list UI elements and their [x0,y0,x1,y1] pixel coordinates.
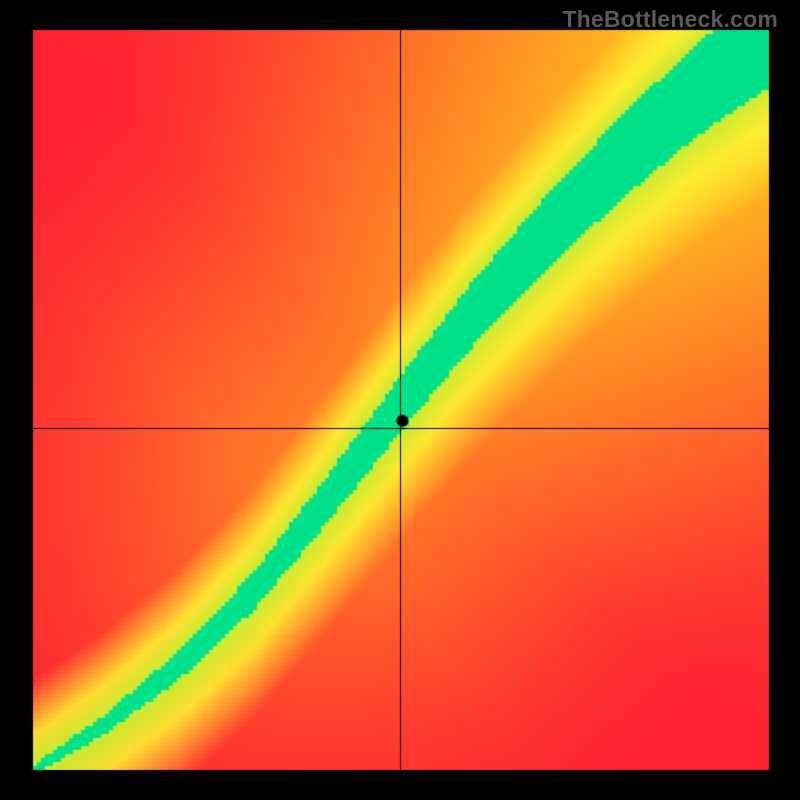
chart-container: TheBottleneck.com [0,0,800,800]
watermark-text: TheBottleneck.com [562,6,778,33]
heatmap-canvas [0,0,800,800]
